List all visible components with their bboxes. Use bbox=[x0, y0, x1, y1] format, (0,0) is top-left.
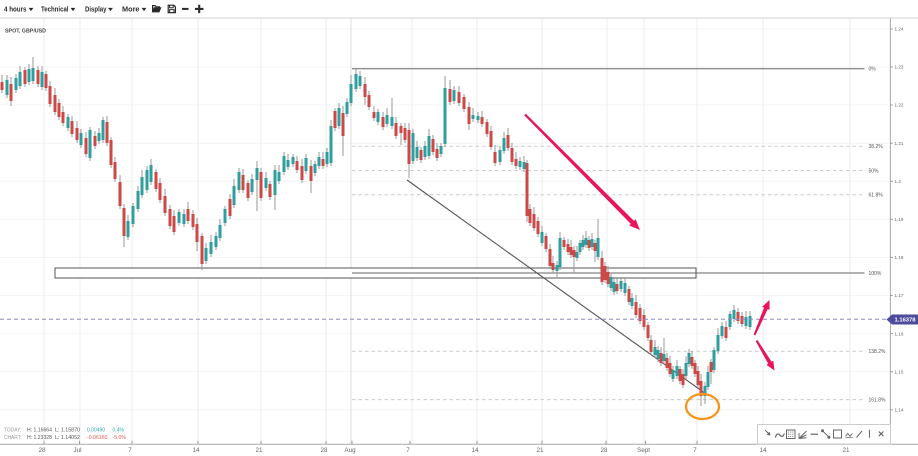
svg-text:21: 21 bbox=[536, 447, 544, 454]
svg-text:Technical: Technical bbox=[41, 6, 69, 13]
svg-text:1.15: 1.15 bbox=[895, 369, 904, 374]
svg-text:7: 7 bbox=[693, 447, 697, 454]
svg-text:1.16378: 1.16378 bbox=[895, 318, 916, 324]
svg-text:50%: 50% bbox=[869, 168, 880, 174]
svg-text:14: 14 bbox=[192, 447, 200, 454]
svg-text:161.8%: 161.8% bbox=[869, 397, 887, 403]
svg-text:Jul: Jul bbox=[73, 447, 81, 454]
svg-text:0.00490: 0.00490 bbox=[87, 428, 105, 434]
svg-text:100%: 100% bbox=[869, 271, 882, 277]
svg-text:28: 28 bbox=[320, 447, 328, 454]
svg-text:More: More bbox=[122, 6, 140, 13]
svg-text:1.2: 1.2 bbox=[895, 179, 902, 184]
svg-text:138.2%: 138.2% bbox=[869, 349, 887, 355]
svg-text:1.19: 1.19 bbox=[895, 217, 904, 222]
svg-text:21: 21 bbox=[842, 447, 850, 454]
svg-text:14: 14 bbox=[471, 447, 479, 454]
svg-text:7: 7 bbox=[406, 447, 410, 454]
svg-text:61.8%: 61.8% bbox=[869, 193, 884, 199]
svg-text:28: 28 bbox=[600, 447, 608, 454]
svg-text:14: 14 bbox=[759, 447, 767, 454]
svg-text:1.21: 1.21 bbox=[895, 141, 904, 146]
svg-text:L: 1.14052: L: 1.14052 bbox=[55, 435, 80, 441]
svg-text:Aug: Aug bbox=[344, 447, 356, 454]
svg-text:1.14: 1.14 bbox=[895, 408, 904, 413]
svg-text:1.17: 1.17 bbox=[895, 293, 904, 298]
svg-text:H: 1.23328: H: 1.23328 bbox=[27, 435, 52, 441]
svg-text:28: 28 bbox=[38, 447, 46, 454]
svg-text:1.16: 1.16 bbox=[895, 331, 904, 336]
svg-text:Sept: Sept bbox=[637, 447, 650, 454]
svg-text:TODAY:: TODAY: bbox=[4, 428, 22, 434]
svg-text:1.24: 1.24 bbox=[895, 27, 904, 32]
svg-text:L: 1.15870: L: 1.15870 bbox=[55, 428, 80, 434]
svg-text:4 hours: 4 hours bbox=[4, 6, 27, 13]
svg-text:1.23: 1.23 bbox=[895, 65, 904, 70]
svg-text:0.4%: 0.4% bbox=[113, 428, 125, 434]
svg-text:7: 7 bbox=[128, 447, 132, 454]
svg-text:H: 1.16664: H: 1.16664 bbox=[27, 428, 52, 434]
svg-text:1.18: 1.18 bbox=[895, 255, 904, 260]
svg-text:0%: 0% bbox=[869, 67, 877, 73]
svg-text:SPOT, GBP/USD: SPOT, GBP/USD bbox=[5, 29, 46, 35]
svg-text:21: 21 bbox=[255, 447, 263, 454]
svg-text:38.2%: 38.2% bbox=[869, 144, 884, 150]
svg-text:1.22: 1.22 bbox=[895, 103, 904, 108]
svg-text:-0.06160: -0.06160 bbox=[87, 435, 108, 441]
svg-text:Display: Display bbox=[85, 6, 107, 13]
svg-text:-5.0%: -5.0% bbox=[113, 435, 127, 441]
svg-text:CHART:: CHART: bbox=[4, 435, 22, 441]
